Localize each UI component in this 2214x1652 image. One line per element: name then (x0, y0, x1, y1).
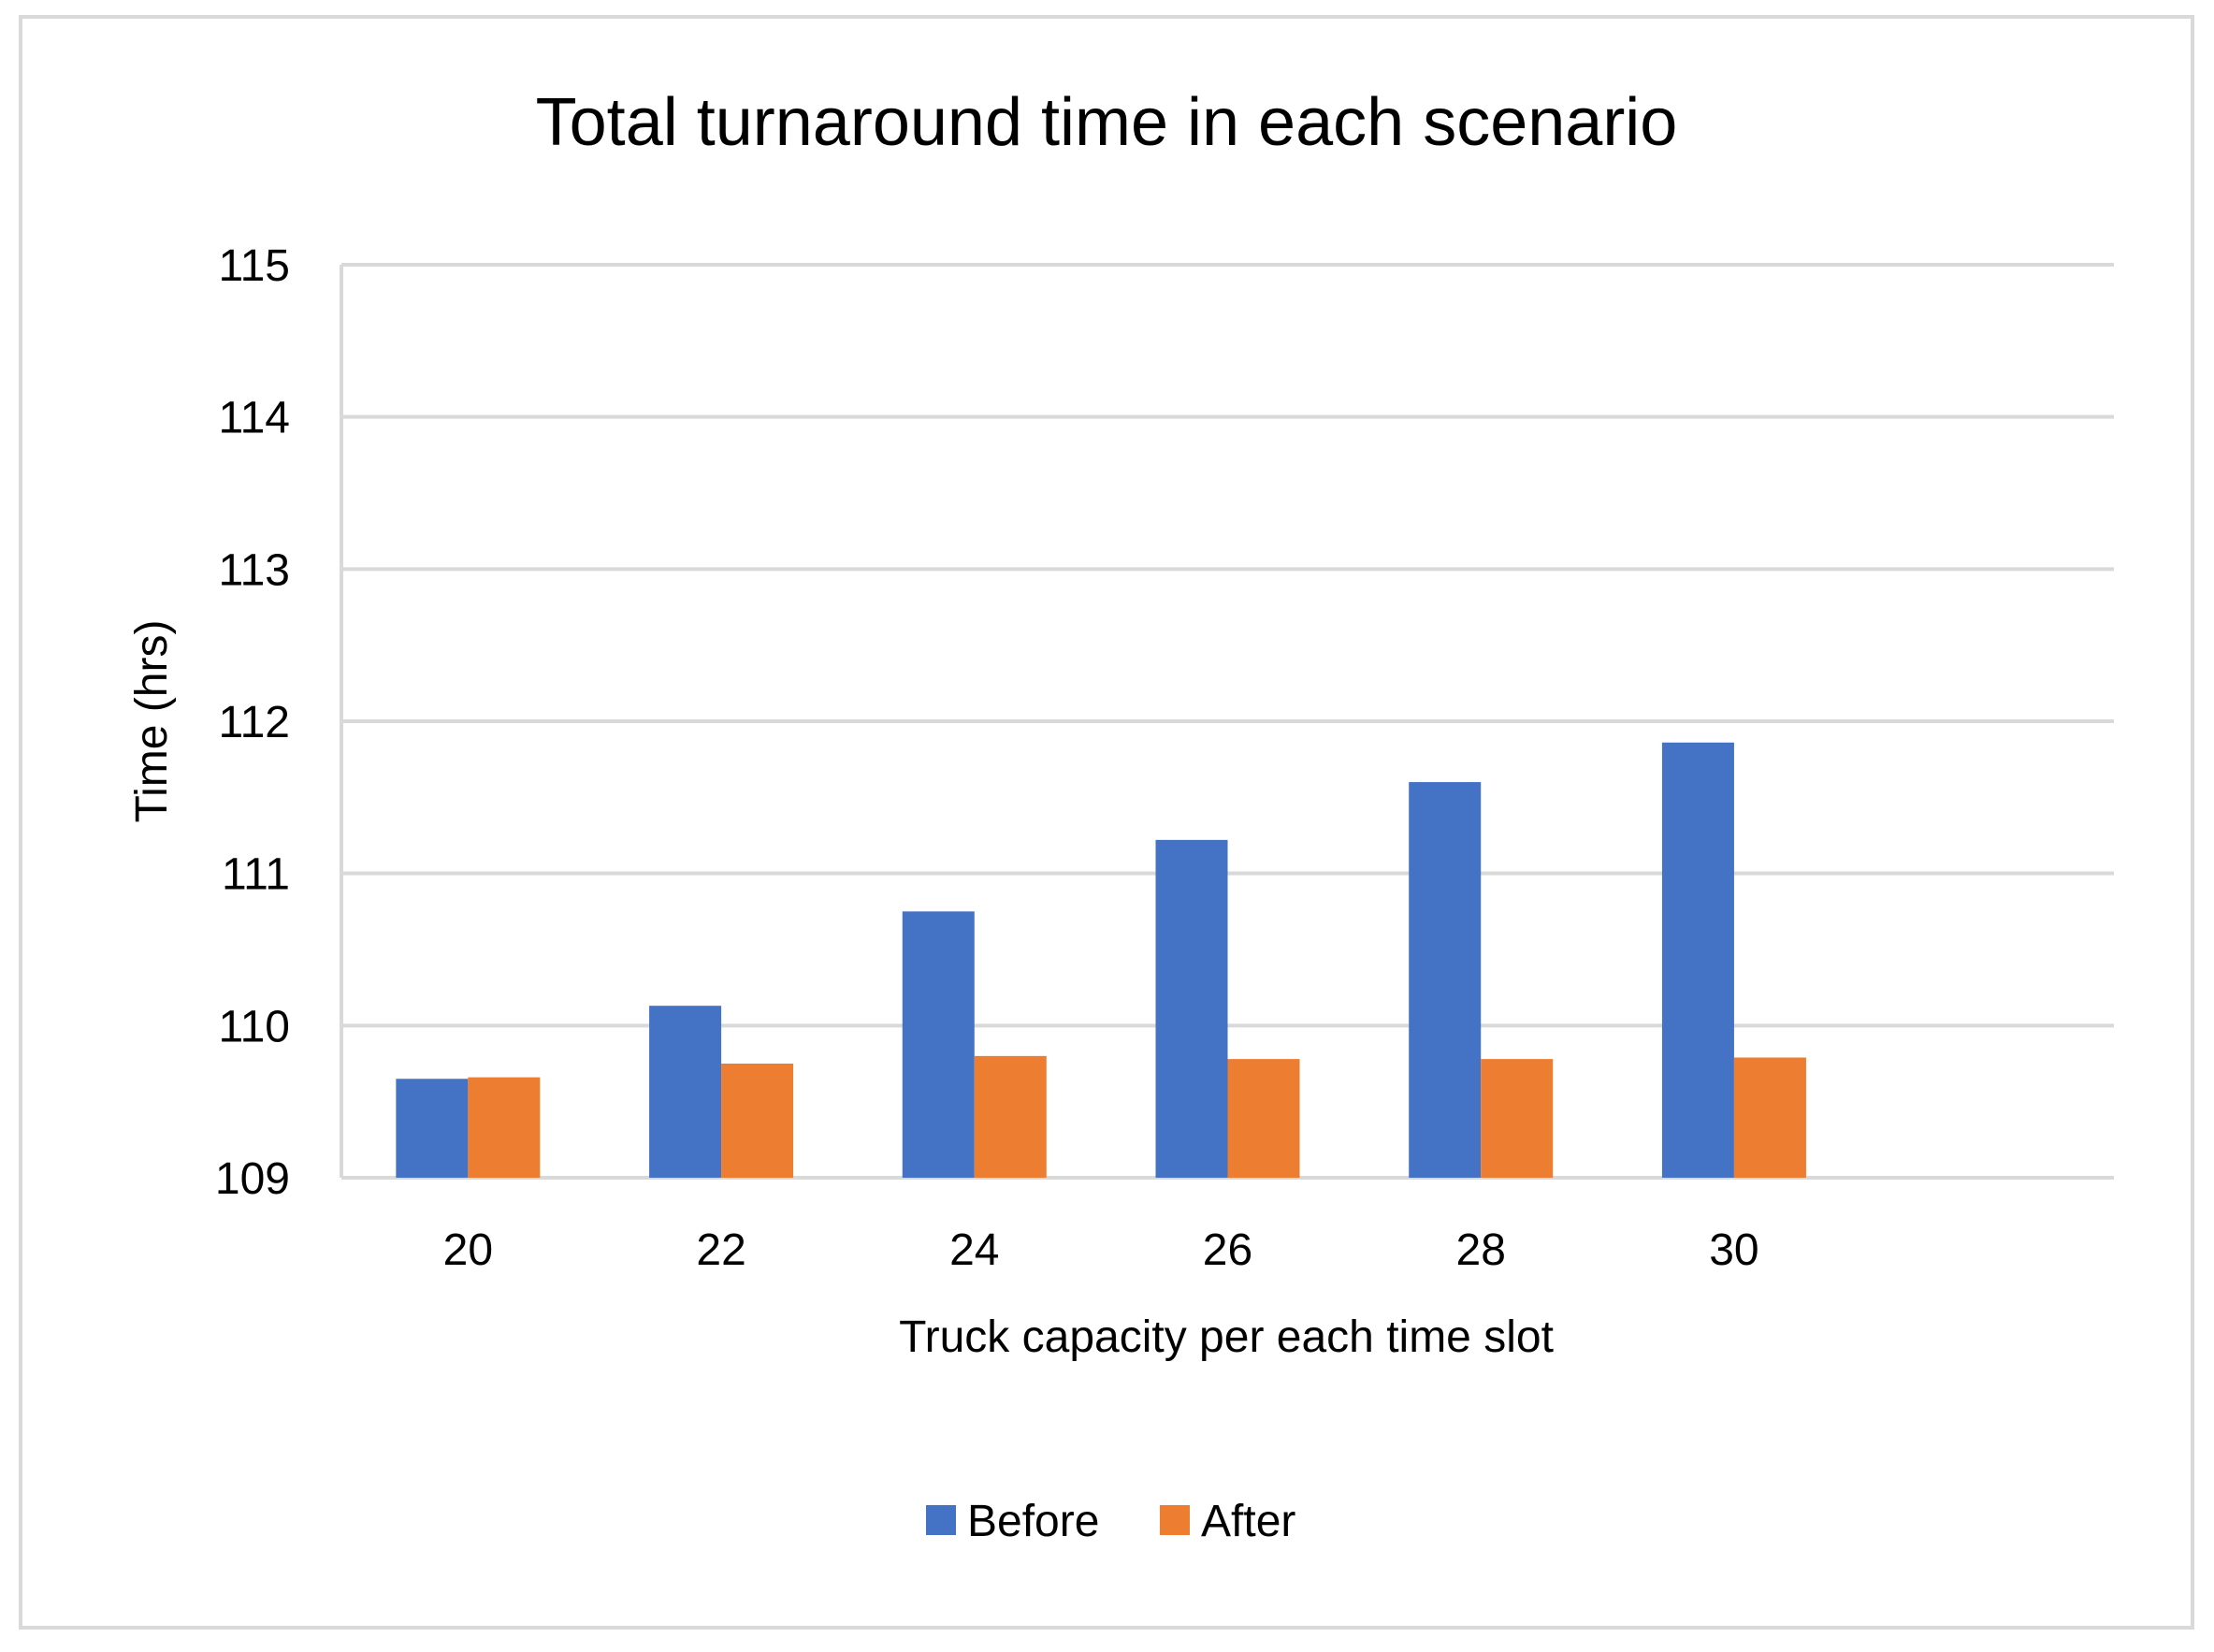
legend-label-before: Before (967, 1497, 1099, 1546)
x-tick-label: 24 (949, 1225, 999, 1275)
y-axis-ticks: 109 110 111 112 113 114 115 (215, 241, 290, 1204)
x-tick-label: 22 (696, 1225, 745, 1275)
bar-before-28 (1409, 782, 1482, 1178)
bar-after-28 (1481, 1059, 1554, 1178)
x-tick-label: 28 (1456, 1225, 1506, 1275)
y-tick-label: 113 (218, 545, 290, 595)
bars (396, 742, 1806, 1178)
chart-title: Total turnaround time in each scenario (536, 85, 1678, 160)
bar-after-26 (1227, 1059, 1300, 1178)
bar-before-24 (902, 911, 975, 1178)
y-tick-label: 114 (218, 394, 290, 443)
x-axis-ticks: 20 22 24 26 28 30 (443, 1225, 1759, 1275)
y-tick-label: 112 (218, 698, 290, 747)
chart-border (19, 15, 2194, 1630)
y-axis-label: Time (hrs) (127, 620, 177, 823)
y-tick-label: 115 (218, 241, 290, 291)
x-tick-label: 30 (1709, 1225, 1758, 1275)
x-axis-label: Truck capacity per each time slot (899, 1312, 1554, 1362)
bar-before-30 (1661, 742, 1734, 1178)
x-tick-label: 20 (443, 1225, 493, 1275)
x-tick-label: 26 (1203, 1225, 1252, 1275)
legend-swatch-after (1160, 1505, 1190, 1535)
y-tick-label: 111 (222, 850, 290, 900)
bar-after-30 (1733, 1057, 1806, 1178)
y-tick-label: 109 (215, 1154, 290, 1204)
legend-swatch-before (926, 1505, 956, 1535)
bar-after-22 (721, 1064, 794, 1178)
legend-label-after: After (1201, 1497, 1295, 1546)
bar-after-24 (974, 1055, 1047, 1178)
bar-after-20 (468, 1077, 541, 1178)
bar-before-20 (396, 1079, 469, 1178)
y-tick-label: 110 (218, 1002, 290, 1051)
legend: Before After (926, 1497, 1295, 1546)
bar-before-22 (649, 1006, 722, 1178)
bar-before-26 (1155, 839, 1228, 1178)
